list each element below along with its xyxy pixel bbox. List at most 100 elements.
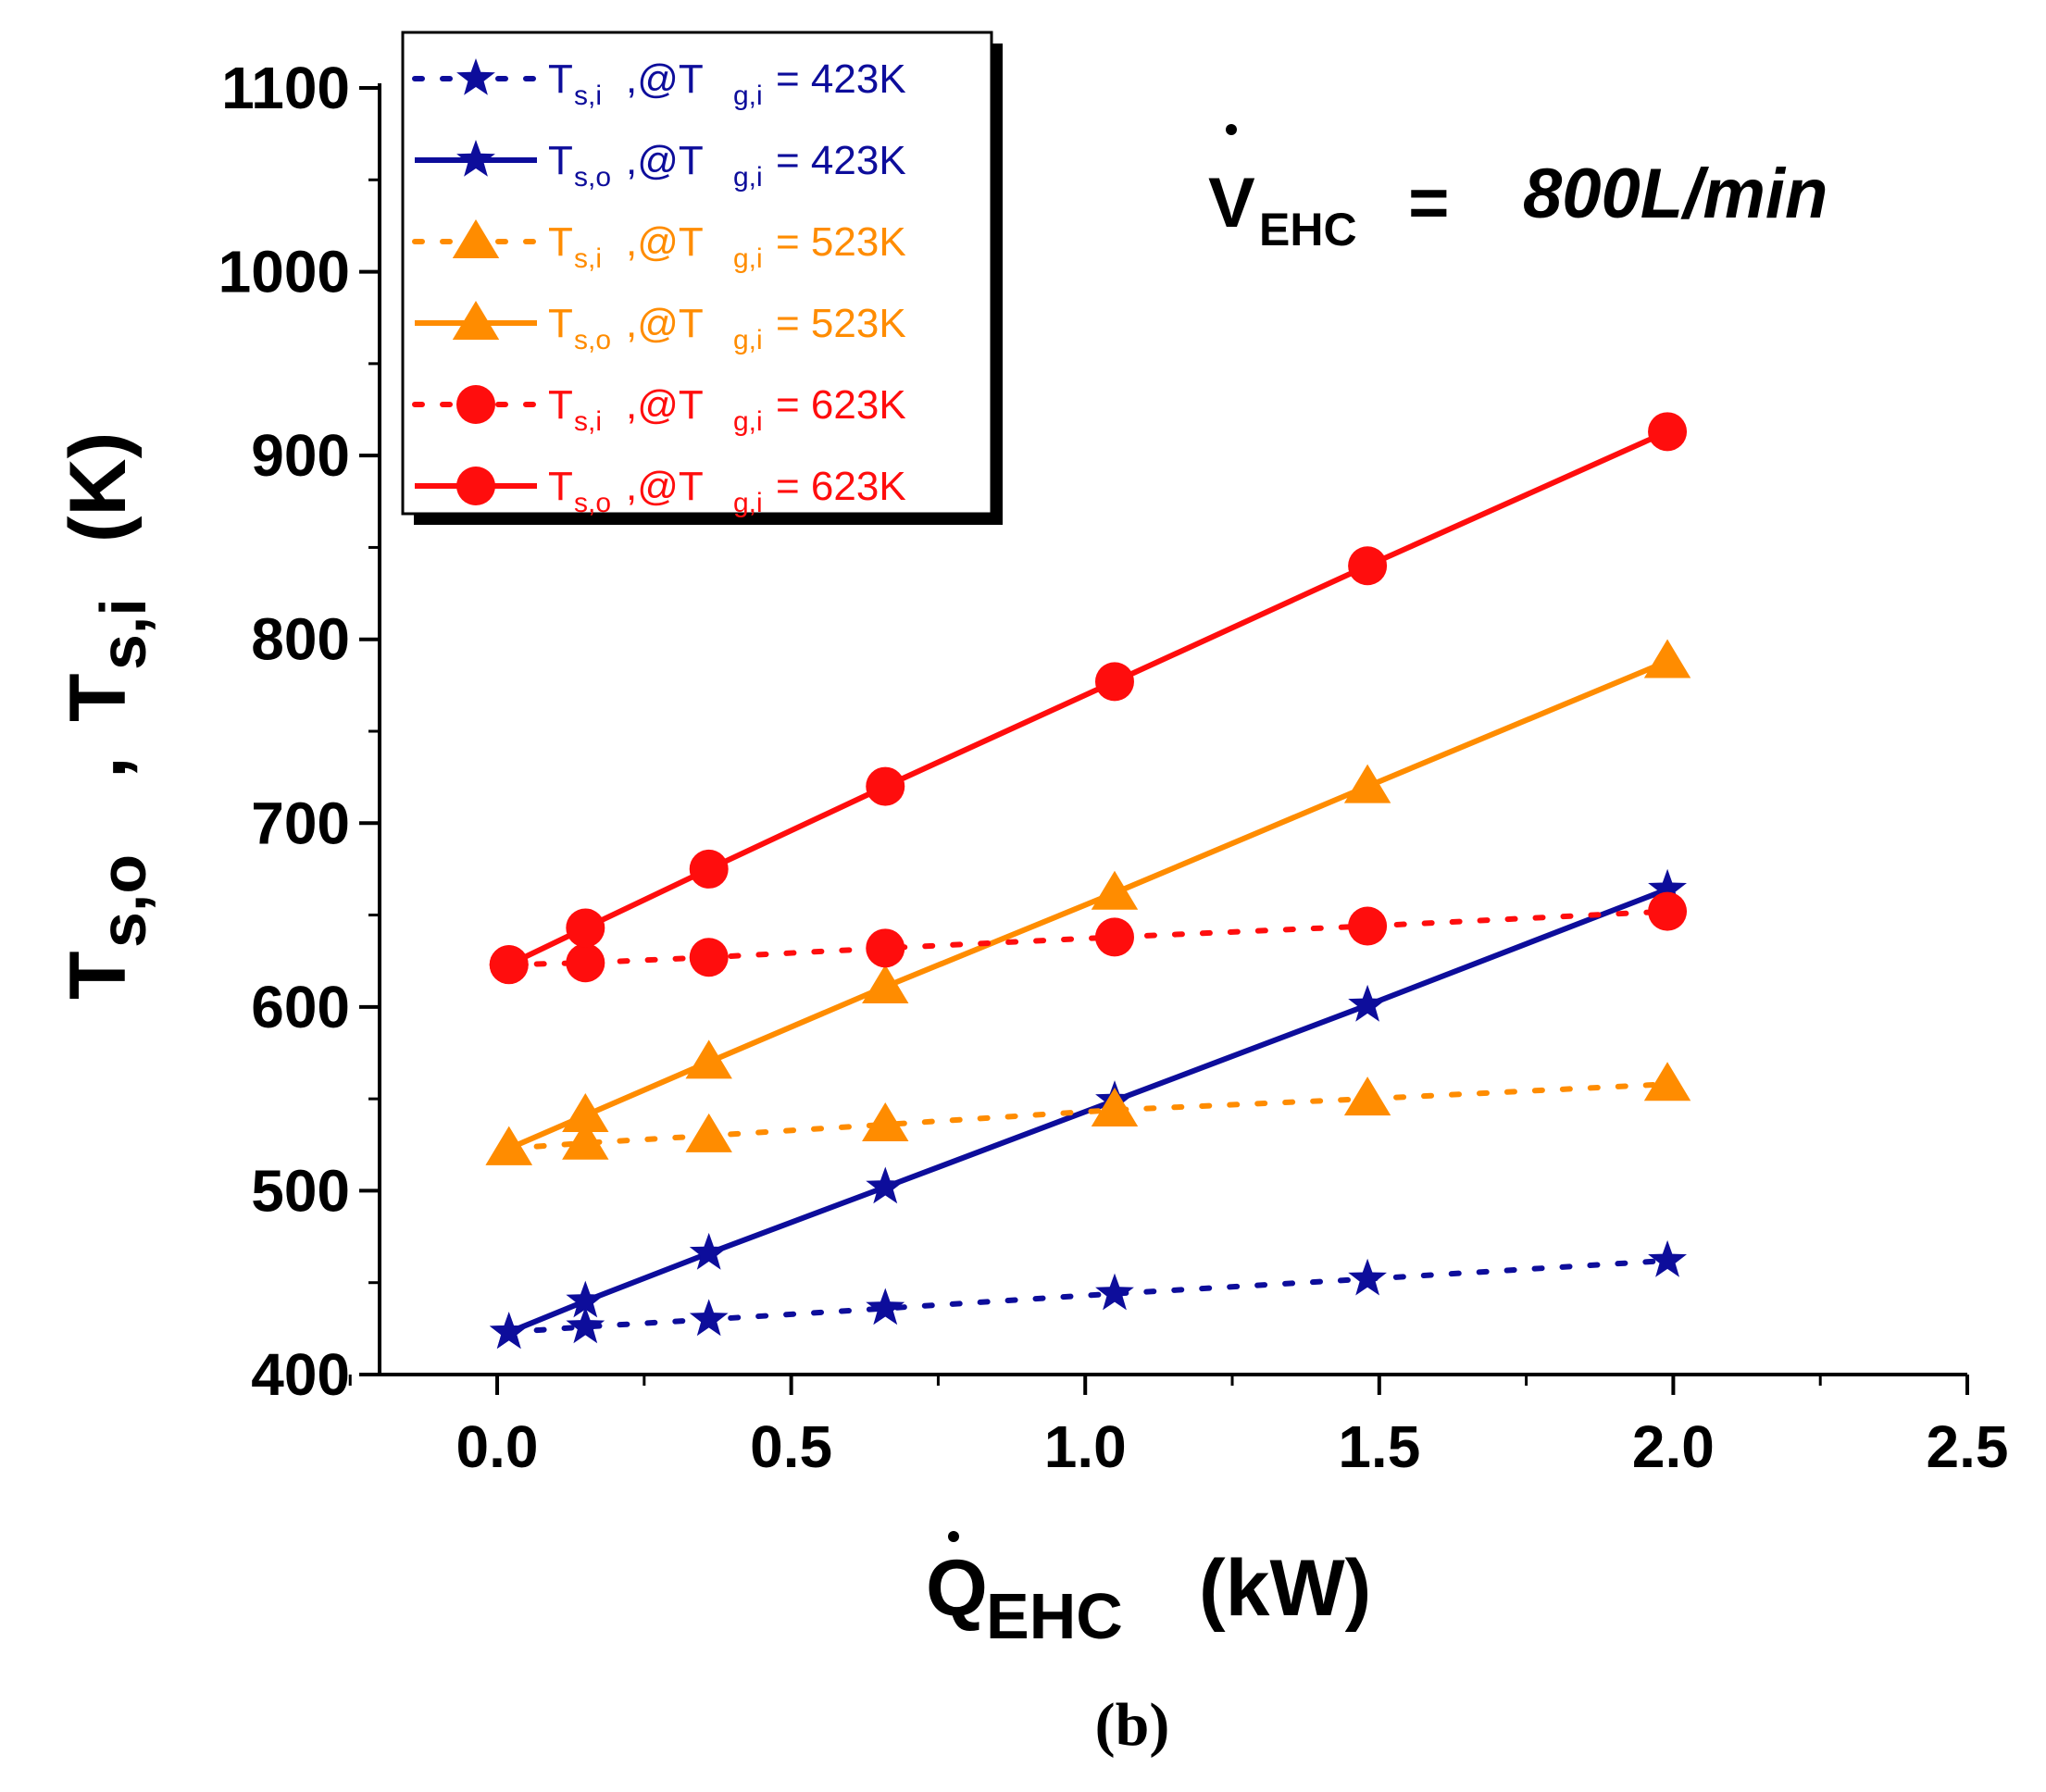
legend-value: = 523K [776,301,906,346]
legend-var-sub: s,i [574,406,602,437]
legend-var: T [548,464,573,509]
y-title-unit: (K) [54,432,143,565]
x-title-dot-accent [948,1531,959,1542]
legend-marker-2 [452,219,500,258]
data-point [862,1101,909,1141]
legend-var: T [548,301,573,346]
legend-cond-sub: g,i [733,488,763,518]
legend-var-sub: s,o [574,488,611,518]
data-point [866,928,905,968]
y-tick-label: 700 [251,790,350,856]
flow-rate-annotation: V EHC = 800L/min [1208,124,1828,255]
annotation-eq: = [1389,164,1469,243]
data-point [866,1288,905,1325]
data-point [685,1113,732,1152]
data-point [866,1166,905,1204]
data-point [1648,868,1687,906]
annotation-dot-accent [1226,124,1237,135]
data-point [689,1232,729,1270]
y-tick-label: 1000 [218,239,350,305]
data-point [485,1126,532,1165]
legend-marker-5 [456,467,495,505]
legend-value: = 423K [776,138,906,183]
series-line-3 [507,658,1669,1151]
y-tick-label: 900 [251,422,350,489]
data-point [566,1306,605,1344]
legend-marker-4 [456,385,495,424]
annotation-var-sub: EHC [1259,204,1357,255]
data-point [1348,1258,1387,1296]
series-layer [505,429,1671,1336]
legend-cond-sub: g,i [733,243,763,274]
figure-caption: (b) [1095,1691,1170,1759]
series-line-2 [505,1081,1671,1151]
x-title-unit: (kW) [1199,1544,1371,1633]
data-point [1091,1088,1139,1127]
x-tick-label: 0.5 [750,1413,832,1480]
data-point [489,1312,529,1350]
legend-var: T [548,219,573,265]
legend-cond: ,@T [626,219,704,265]
legend-marker-3 [452,301,500,340]
x-axis-title: Q EHC (kW) [926,1531,1371,1652]
x-title-sub: EHC [986,1580,1123,1652]
x-tick-label: 1.0 [1044,1413,1127,1480]
x-tick-label: 2.0 [1632,1413,1715,1480]
legend-var-sub: s,i [574,243,602,274]
legend-var-sub: s,o [574,162,611,193]
y-title-t2: T [54,673,143,722]
data-point [1094,917,1134,957]
y-tick-label: 800 [251,606,350,673]
legend-cond-sub: g,i [733,81,763,111]
legend-cond: ,@T [626,382,704,428]
y-title-t1: T [54,951,143,1000]
legend-cond-sub: g,i [733,406,763,437]
data-point [1348,906,1388,946]
y-tick-label: 400 [251,1341,350,1408]
y-title-s1: s,o [87,854,159,948]
legend-var: T [548,382,573,428]
x-tick-label: 0.0 [456,1413,539,1480]
data-point [566,1280,605,1318]
marker-layer [485,412,1691,1350]
legend-value: = 423K [776,56,906,102]
legend-value: = 623K [776,382,906,428]
data-point [685,1039,732,1079]
annotation-value: 800L/min [1523,155,1828,233]
data-point [562,1120,609,1160]
x-title-main: Q [926,1544,988,1633]
legend-cond-sub: g,i [733,162,763,193]
data-point [566,943,605,983]
legend-var-sub: s,i [574,81,602,111]
series-line-0 [505,1257,1671,1336]
legend-var: T [548,56,573,102]
data-point [1648,891,1688,931]
data-point [689,1299,729,1337]
y-title-sep: , [54,734,143,801]
data-point [1648,1239,1687,1277]
x-tick-label: 2.5 [1927,1413,2009,1480]
x-tick-label: 1.5 [1338,1413,1420,1480]
data-point [689,849,729,889]
data-point [689,938,729,977]
data-point [862,964,909,1004]
legend-marker-0 [456,58,495,95]
data-point [1095,1273,1134,1311]
axes-layer: 400 500 600 700 800 900 1000 1100 0.0 0.5 1.0 1.5 2.… [218,55,2009,1480]
legend-cond-sub: g,i [733,325,763,355]
legend-var-sub: s,o [574,325,611,355]
data-point [566,908,605,948]
legend-cond: ,@T [626,138,704,183]
y-title-s2: s,i [87,598,159,670]
data-point [1343,764,1391,803]
legend-value: = 623K [776,464,906,509]
legend-cond: ,@T [626,56,704,102]
data-point [866,766,905,806]
y-tick-label: 1100 [221,55,350,121]
legend-marker-1 [456,140,495,177]
data-point [1648,412,1688,452]
data-point [1348,546,1388,586]
y-tick-label: 500 [251,1157,350,1224]
